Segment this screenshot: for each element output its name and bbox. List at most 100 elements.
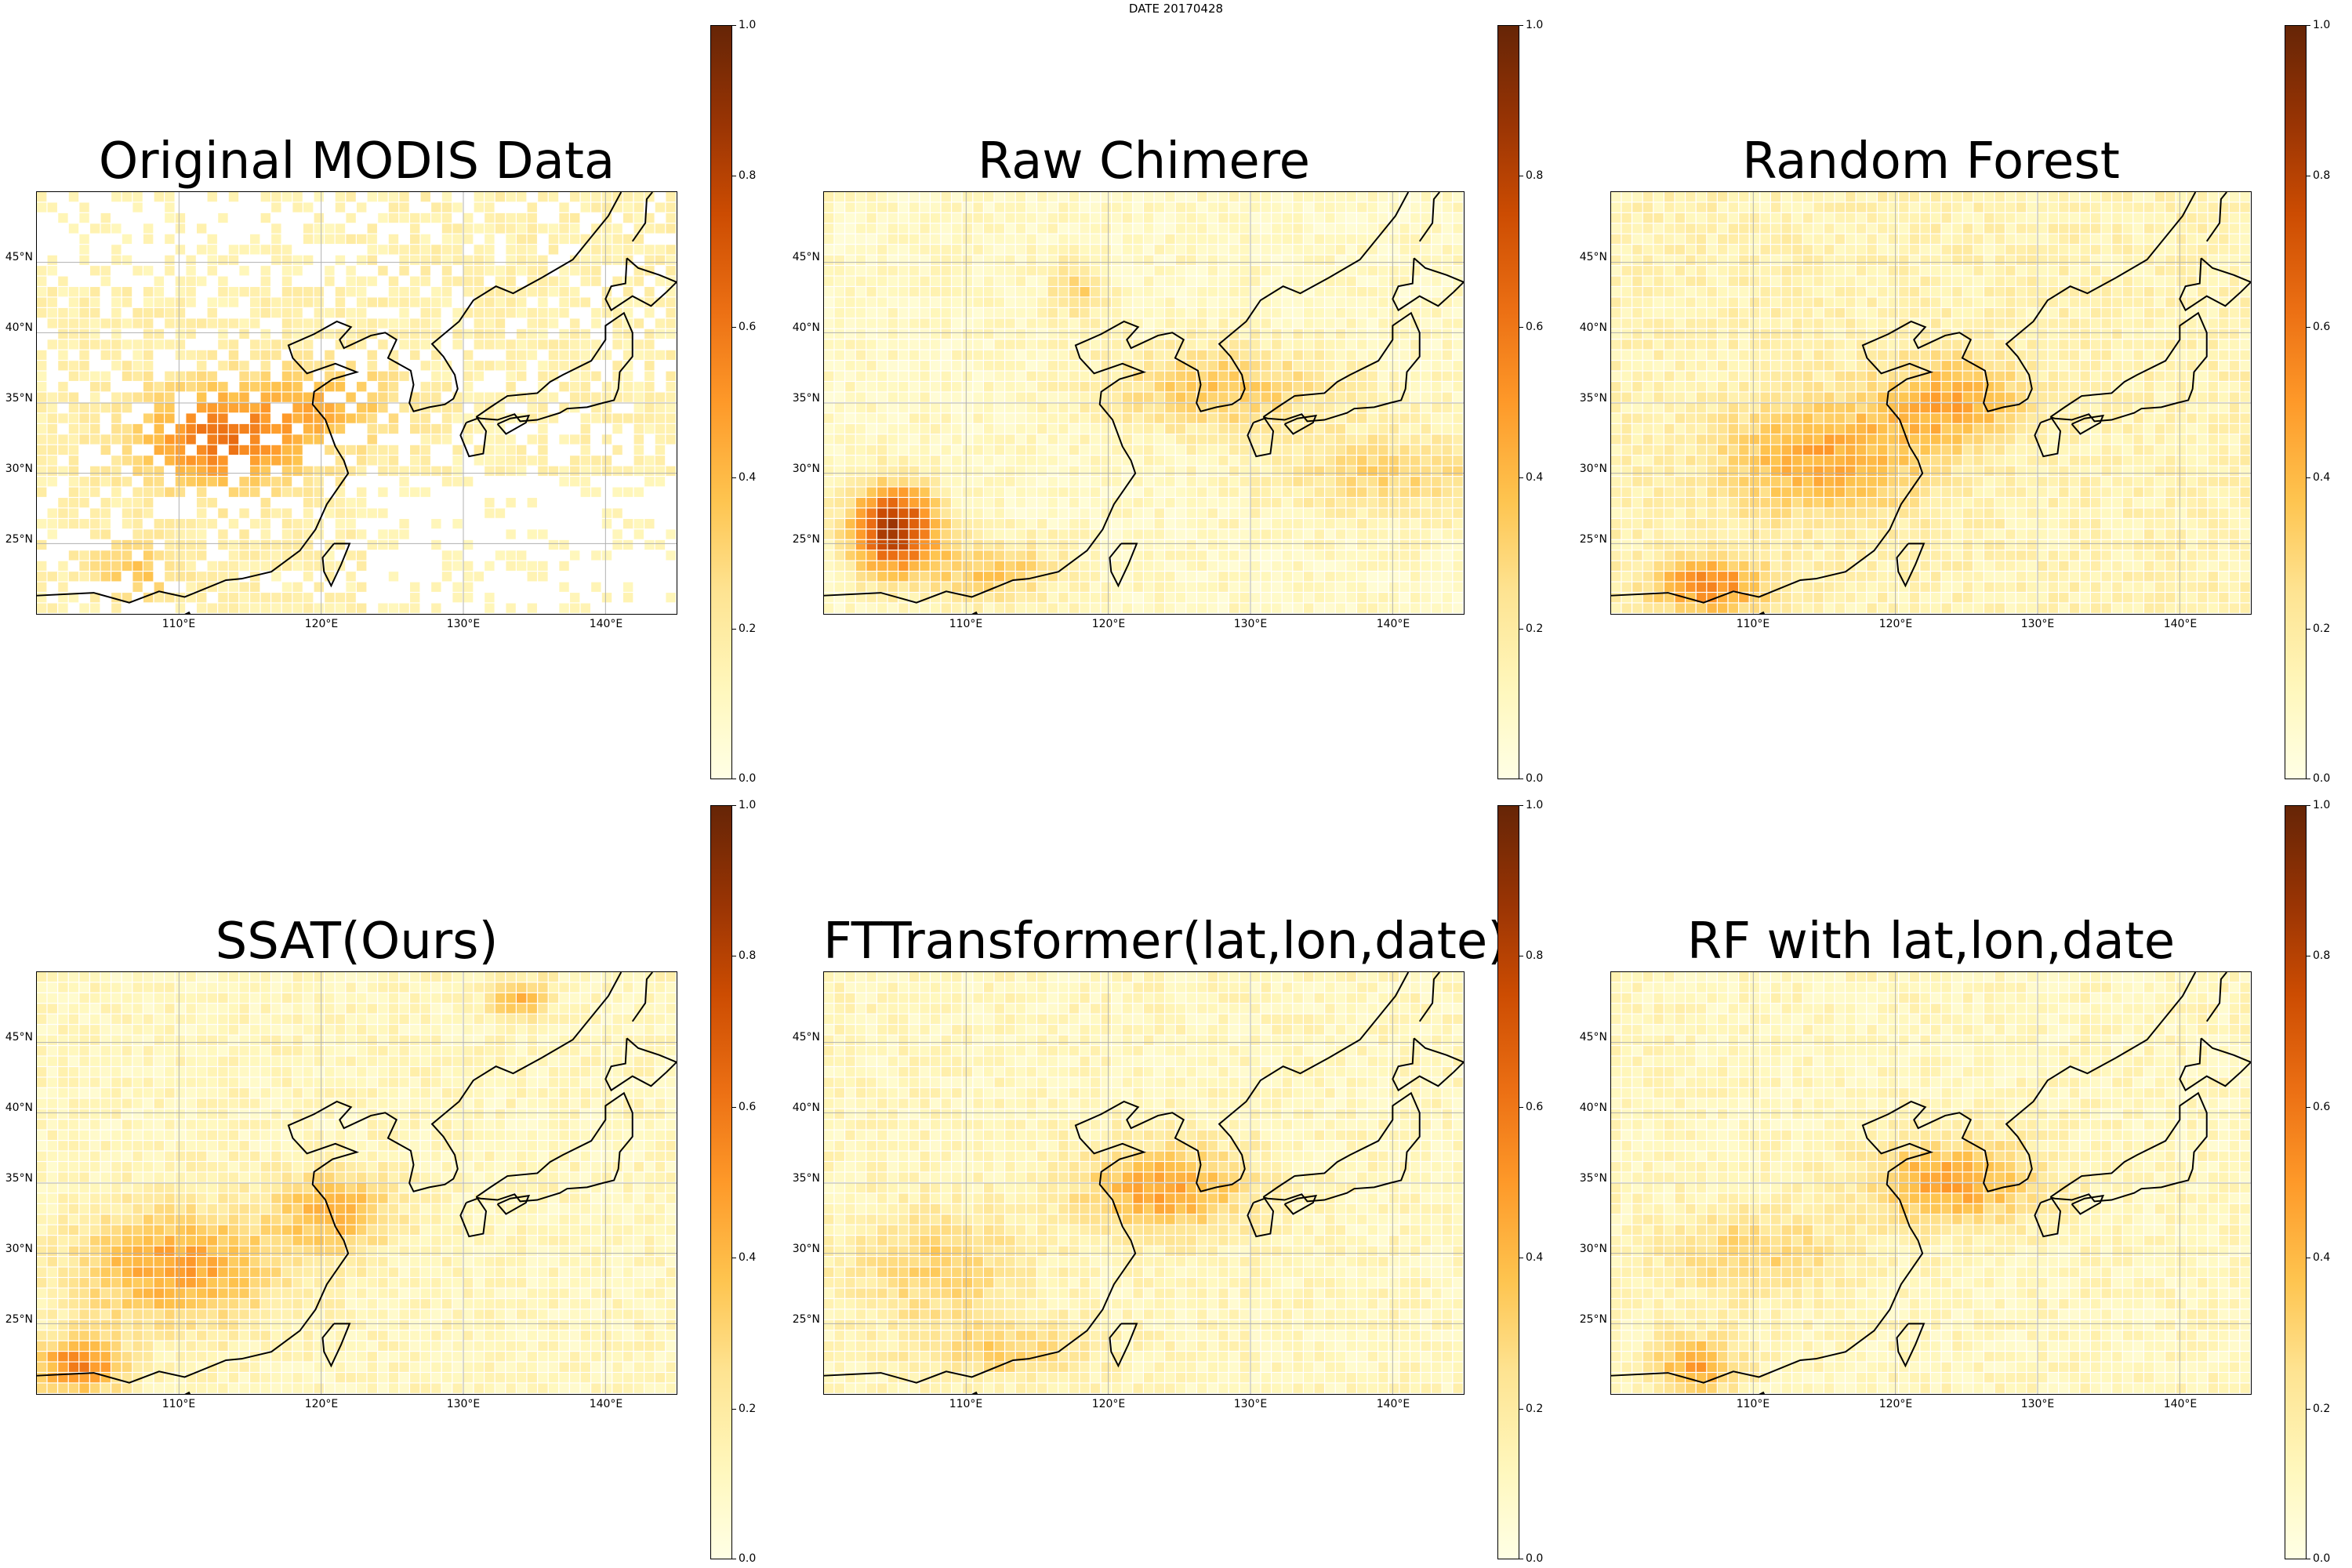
heat-cell [1346, 202, 1356, 212]
heat-cell [1047, 318, 1058, 328]
heat-cell [1621, 212, 1632, 223]
heat-cell [962, 266, 973, 276]
heat-cell [58, 287, 68, 297]
heat-cell [1186, 498, 1196, 508]
heat-cell [898, 392, 909, 402]
heat-cell [1686, 413, 1696, 423]
heat-cell [570, 339, 580, 350]
heat-cell [1642, 413, 1653, 423]
heat-cell [517, 212, 527, 223]
heat-cell [952, 392, 962, 402]
heat-cell [1432, 508, 1442, 518]
heat-cell [1771, 318, 1781, 328]
heat-cell [90, 550, 100, 561]
heat-cell [1186, 403, 1196, 413]
heat-cell [1367, 539, 1377, 550]
heat-cell [1293, 434, 1303, 445]
heat-cell [1421, 593, 1432, 603]
heat-cell [1250, 318, 1261, 328]
heat-cell [855, 582, 866, 592]
heat-cell [930, 382, 941, 392]
heat-cell [1867, 245, 1877, 255]
heat-cell [612, 445, 622, 456]
heat-cell [1686, 234, 1696, 245]
heat-cell [90, 572, 100, 582]
heat-cell [357, 318, 367, 328]
heat-cell [612, 508, 622, 518]
heat-cell [463, 582, 474, 592]
heat-cell [100, 403, 111, 413]
heat-cell [1304, 361, 1314, 371]
heat-cell [431, 287, 441, 297]
heat-cell [1781, 339, 1791, 350]
heat-cell [1707, 582, 1717, 592]
heat-cell [1664, 371, 1675, 381]
heat-cell [1186, 255, 1196, 265]
heat-cell [1218, 392, 1229, 402]
heat-cell [962, 413, 973, 423]
heat-cell [1621, 276, 1632, 286]
heat-cell [941, 508, 952, 518]
heat-cell [1367, 328, 1377, 339]
heat-cell [1749, 371, 1760, 381]
heat-cell [1867, 445, 1877, 456]
heat-cell [1888, 498, 1899, 508]
heat-cell [1621, 192, 1632, 202]
heat-cell [79, 371, 89, 381]
heat-cell [845, 361, 855, 371]
heat-cell [1293, 339, 1303, 350]
heat-cell [824, 255, 834, 265]
heat-cell [1272, 477, 1282, 487]
heat-cell [855, 212, 866, 223]
heat-cell [962, 287, 973, 297]
heat-cell [887, 276, 898, 286]
heat-cell [1112, 466, 1122, 476]
heat-cell [68, 498, 79, 508]
heat-cell [1399, 539, 1410, 550]
heat-cell [887, 223, 898, 234]
heat-cell [1856, 382, 1867, 392]
heat-cell [845, 276, 855, 286]
heat-cell [1357, 202, 1367, 212]
heat-cell [1335, 434, 1346, 445]
heat-cell [1717, 234, 1728, 245]
heat-cell [1421, 561, 1432, 572]
heat-cell [1080, 287, 1090, 297]
heat-cell [431, 539, 441, 550]
heat-cell [1877, 466, 1888, 476]
heat-cell [111, 318, 122, 328]
heat-cell [1813, 223, 1824, 234]
heat-cell [1664, 361, 1675, 371]
heat-cell [834, 297, 844, 307]
heat-cell [175, 318, 186, 328]
heat-cell [1877, 212, 1888, 223]
heat-cell [1771, 466, 1781, 476]
heat-cell [292, 350, 303, 361]
heat-cell [559, 223, 569, 234]
heat-cell [463, 266, 474, 276]
heat-cell [591, 245, 601, 255]
heat-cell [485, 508, 495, 518]
heat-cell [452, 445, 463, 456]
heat-cell [1314, 603, 1324, 613]
heat-cell [834, 498, 844, 508]
heat-cell [1781, 297, 1791, 307]
heat-cell [37, 466, 47, 476]
heat-cell [132, 561, 143, 572]
heat-cell [1325, 593, 1335, 603]
heat-cell [866, 307, 877, 318]
heat-cell [920, 212, 930, 223]
heat-cell [346, 550, 356, 561]
heat-cell [1367, 561, 1377, 572]
heat-cell [1357, 529, 1367, 539]
heat-cell [941, 413, 952, 423]
heat-cell [1653, 561, 1664, 572]
heat-cell [898, 498, 909, 508]
heat-cell [154, 382, 165, 392]
heat-cell [1877, 371, 1888, 381]
heat-cell [655, 328, 666, 339]
heat-cell [37, 413, 47, 423]
heat-cell [281, 382, 292, 392]
heat-cell [431, 297, 441, 307]
heat-cell [898, 287, 909, 297]
